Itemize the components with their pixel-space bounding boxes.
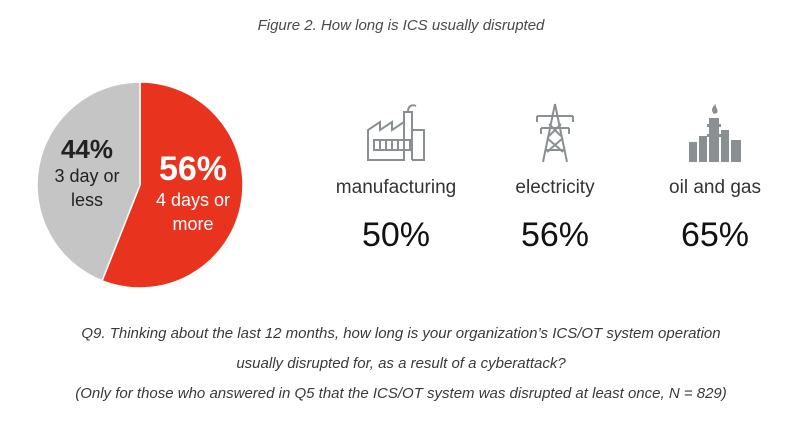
factory-icon (367, 104, 425, 161)
industry-name: oil and gas (669, 177, 761, 198)
chart-title: Figure 2. How long is ICS usually disrup… (257, 17, 545, 34)
pie-slice-four-days-or-more (101, 81, 244, 289)
sample-note: (Only for those who answered in Q5 that … (75, 385, 727, 402)
industry-manufacturing: manufacturing 50% (311, 100, 481, 254)
industry-name: electricity (515, 177, 595, 198)
question-text-continued: usually disrupted for, as a result of a … (236, 355, 566, 372)
industry-value: 56% (520, 216, 590, 254)
refinery-icon (689, 104, 741, 162)
industry-value: 50% (361, 216, 431, 254)
pie-slice-three-days-or-less (36, 81, 141, 282)
industry-electricity: electricity 56% (470, 100, 640, 254)
power-tower-icon (536, 103, 574, 163)
industry-name: manufacturing (335, 177, 457, 198)
question-text: Q9. Thinking about the last 12 months, h… (81, 325, 721, 342)
industry-value: 65% (680, 216, 750, 254)
industry-oil-and-gas: oil and gas 65% (630, 100, 800, 254)
